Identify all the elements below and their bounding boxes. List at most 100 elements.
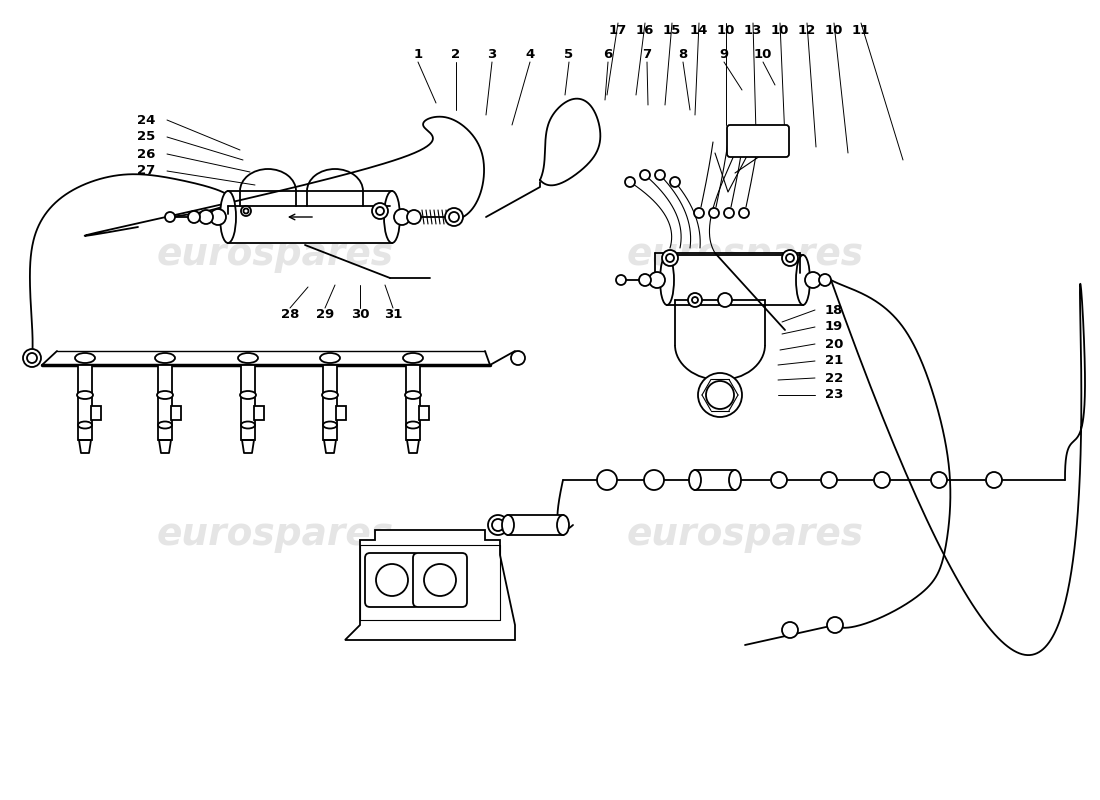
Circle shape [692,297,698,303]
Circle shape [710,208,719,218]
Ellipse shape [240,391,256,399]
Bar [78,365,92,440]
Circle shape [724,208,734,218]
Circle shape [931,472,947,488]
Circle shape [512,351,525,365]
Text: eurospares: eurospares [626,237,864,273]
Ellipse shape [689,470,701,490]
Text: 28: 28 [280,309,299,322]
Bar [695,470,735,490]
Text: 9: 9 [719,49,728,62]
Bar [508,515,563,535]
Text: 22: 22 [825,371,844,385]
Circle shape [28,353,37,363]
Text: 12: 12 [798,23,816,37]
Circle shape [241,206,251,216]
Text: 24: 24 [136,114,155,126]
Circle shape [718,293,732,307]
Ellipse shape [238,353,258,363]
Bar [241,365,255,440]
Circle shape [372,203,388,219]
Text: 20: 20 [825,338,844,350]
Bar [323,365,337,440]
Ellipse shape [77,391,94,399]
Circle shape [698,373,742,417]
Circle shape [616,275,626,285]
Text: 10: 10 [771,23,789,37]
Text: 2: 2 [451,49,461,62]
FancyBboxPatch shape [412,553,468,607]
Text: 10: 10 [717,23,735,37]
Circle shape [662,250,678,266]
Circle shape [782,250,797,266]
Text: 5: 5 [564,49,573,62]
Ellipse shape [75,353,95,363]
Circle shape [821,472,837,488]
FancyBboxPatch shape [365,553,419,607]
Circle shape [424,564,456,596]
Text: 11: 11 [851,23,870,37]
Ellipse shape [220,191,236,243]
Circle shape [688,293,702,307]
Text: 7: 7 [642,49,651,62]
Circle shape [649,272,666,288]
Text: 18: 18 [825,303,844,317]
Text: 3: 3 [487,49,496,62]
Bar [254,406,264,420]
FancyBboxPatch shape [727,125,789,157]
Circle shape [492,519,504,531]
Ellipse shape [729,470,741,490]
Ellipse shape [796,255,810,305]
Text: 4: 4 [526,49,535,62]
Circle shape [782,622,797,638]
Circle shape [827,617,843,633]
Circle shape [199,210,213,224]
Circle shape [243,209,249,214]
Ellipse shape [660,255,674,305]
Text: 19: 19 [825,321,844,334]
Circle shape [407,210,421,224]
Bar [158,365,172,440]
Text: 26: 26 [136,147,155,161]
Circle shape [786,254,794,262]
Text: eurospares: eurospares [156,237,394,273]
Text: 8: 8 [679,49,688,62]
Ellipse shape [405,391,421,399]
Circle shape [449,212,459,222]
Circle shape [706,381,734,409]
Circle shape [210,209,225,225]
Circle shape [820,274,830,286]
Circle shape [488,515,508,535]
Ellipse shape [406,422,420,429]
Circle shape [394,209,410,225]
Circle shape [23,349,41,367]
Ellipse shape [557,515,569,535]
Circle shape [376,207,384,215]
Ellipse shape [322,391,338,399]
Circle shape [625,177,635,187]
Circle shape [165,212,175,222]
Circle shape [986,472,1002,488]
Circle shape [739,208,749,218]
Ellipse shape [403,353,424,363]
Text: 10: 10 [825,23,844,37]
Text: 21: 21 [825,354,844,367]
Text: 13: 13 [744,23,762,37]
Text: 6: 6 [604,49,613,62]
Bar [336,406,346,420]
Circle shape [666,254,674,262]
Circle shape [446,208,463,226]
Bar [228,191,392,243]
Ellipse shape [157,391,173,399]
Text: eurospares: eurospares [156,517,394,553]
Circle shape [644,470,664,490]
Circle shape [639,274,651,286]
Text: 25: 25 [136,130,155,143]
Circle shape [376,564,408,596]
Text: eurospares: eurospares [626,517,864,553]
Circle shape [654,170,666,180]
Ellipse shape [155,353,175,363]
Bar [406,365,420,440]
Circle shape [640,170,650,180]
Circle shape [670,177,680,187]
